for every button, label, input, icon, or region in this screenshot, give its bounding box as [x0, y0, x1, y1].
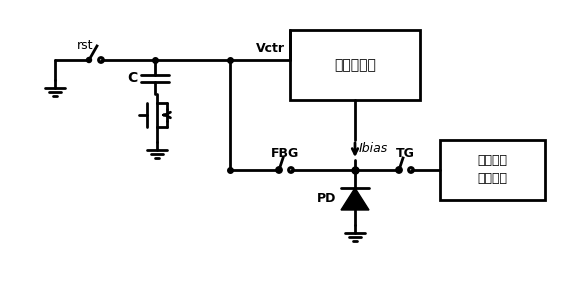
FancyBboxPatch shape	[440, 140, 545, 200]
Polygon shape	[341, 188, 369, 210]
Text: PD: PD	[316, 193, 336, 206]
Circle shape	[87, 58, 92, 62]
FancyBboxPatch shape	[290, 30, 420, 100]
Text: FBG: FBG	[271, 147, 299, 160]
Text: 压控电流源: 压控电流源	[334, 58, 376, 72]
Text: Vctr: Vctr	[256, 42, 285, 55]
Text: Ibias: Ibias	[359, 142, 388, 154]
Text: 电荷积分
放大电路: 电荷积分 放大电路	[477, 154, 507, 185]
Text: TG: TG	[396, 147, 414, 160]
Text: C: C	[128, 71, 138, 85]
Text: rst: rst	[77, 39, 93, 52]
